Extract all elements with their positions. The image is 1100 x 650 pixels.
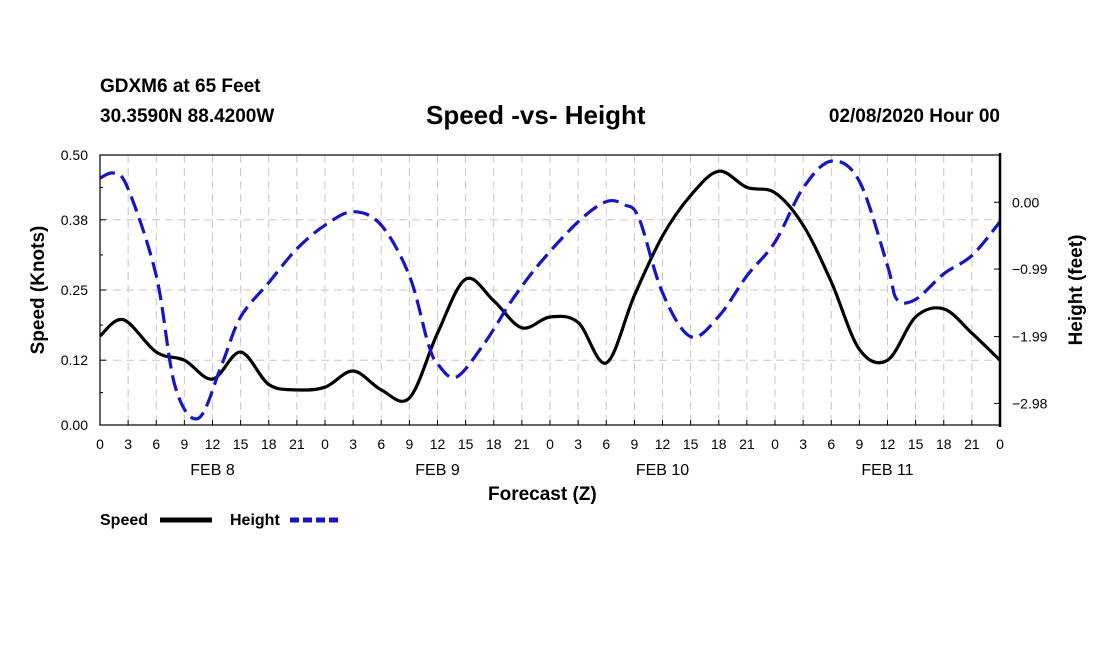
x-day-label: FEB 9	[415, 462, 460, 479]
x-tick-label: 0	[771, 436, 779, 452]
x-tick-label: 3	[349, 436, 357, 452]
x-tick-label: 9	[405, 436, 413, 452]
x-tick-label: 6	[377, 436, 385, 452]
x-tick-label: 15	[908, 436, 924, 452]
x-tick-label: 6	[152, 436, 160, 452]
x-tick-label: 12	[655, 436, 671, 452]
x-tick-label: 6	[602, 436, 610, 452]
x-tick-label: 12	[880, 436, 896, 452]
legend-height-label: Height	[230, 512, 280, 529]
axes: 0 3 6 9 12 15 18 21 0 3 6 9 12 15 18 21 0 3 6 9 12 15 18 21 0 3 6 9…	[61, 147, 1048, 479]
x-day-label: FEB 11	[861, 462, 913, 479]
y-left-tick-label: 0.25	[61, 282, 88, 298]
x-tick-label: 12	[205, 436, 221, 452]
x-tick-label: 6	[827, 436, 835, 452]
x-tick-label: 3	[799, 436, 807, 452]
station-label: GDXM6 at 65 Feet	[100, 76, 261, 97]
x-tick-label: 0	[546, 436, 554, 452]
x-tick-label: 18	[711, 436, 727, 452]
legend-speed-label: Speed	[100, 512, 148, 529]
x-tick-label: 0	[996, 436, 1004, 452]
x-tick-label: 18	[486, 436, 502, 452]
x-tick-label: 15	[683, 436, 699, 452]
x-tick-label: 12	[430, 436, 446, 452]
x-tick-label: 21	[514, 436, 530, 452]
x-tick-label: 3	[124, 436, 132, 452]
x-tick-label: 9	[180, 436, 188, 452]
x-tick-label: 15	[458, 436, 474, 452]
y-right-tick-label: 0.00	[1012, 194, 1039, 210]
chart-title: Speed -vs- Height	[426, 100, 646, 130]
x-tick-label: 0	[96, 436, 104, 452]
x-tick-label: 18	[261, 436, 277, 452]
y-right-tick-label: −2.98	[1012, 395, 1048, 411]
y-left-tick-label: 0.38	[61, 212, 88, 228]
y-right-tick-label: −0.99	[1012, 261, 1048, 277]
x-tick-label: 9	[630, 436, 638, 452]
x-tick-label: 15	[233, 436, 249, 452]
x-tick-label: 21	[964, 436, 980, 452]
y-left-tick-label: 0.12	[61, 352, 88, 368]
x-day-label: FEB 8	[190, 462, 235, 479]
x-tick-label: 0	[321, 436, 329, 452]
x-day-label: FEB 10	[636, 462, 689, 479]
grid	[100, 155, 1000, 425]
forecast-datetime: 02/08/2020 Hour 00	[828, 106, 1000, 127]
legend: Speed Height	[100, 512, 342, 529]
x-axis-title: Forecast (Z)	[488, 484, 597, 505]
y-axis-right-title: Height (feet)	[1066, 235, 1087, 346]
location-coordinates: 30.3590N 88.4200W	[100, 106, 275, 127]
speed-series-line	[98, 169, 1002, 403]
y-left-tick-label: 0.50	[61, 147, 88, 163]
x-tick-label: 9	[855, 436, 863, 452]
height-series-line	[99, 159, 1002, 421]
x-tick-label: 21	[289, 436, 305, 452]
x-tick-label: 3	[574, 436, 582, 452]
y-left-tick-label: 0.00	[61, 417, 88, 433]
y-axis-left-title: Speed (Knots)	[28, 226, 49, 355]
x-tick-label: 18	[936, 436, 952, 452]
x-tick-label: 21	[739, 436, 755, 452]
y-right-tick-label: −1.99	[1012, 329, 1048, 345]
series-layer	[98, 159, 1002, 421]
